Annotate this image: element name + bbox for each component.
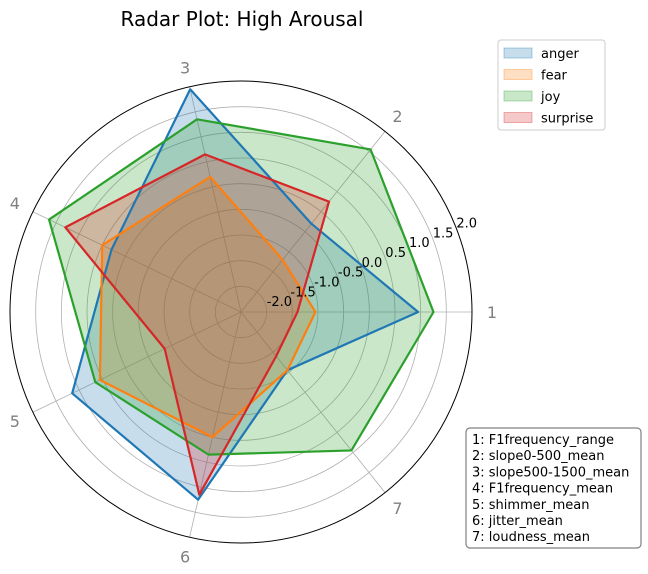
- series-line-surprise: [64, 153, 331, 496]
- r-tick-label: 0.0: [362, 256, 383, 271]
- r-tick-label: 1.5: [433, 226, 454, 241]
- legend: anger fear joy surprise: [497, 39, 606, 131]
- r-tick-label: -2.0: [267, 295, 292, 310]
- chart-title: Radar Plot: High Arousal: [121, 7, 364, 31]
- r-tick-label: 2.0: [456, 217, 477, 232]
- grid: [9, 80, 473, 544]
- r-tick-label: 0.5: [385, 246, 406, 261]
- series-line-fear: [98, 175, 317, 439]
- axis-key-item: 7: loudness_mean: [472, 530, 590, 545]
- series-line-anger: [71, 88, 420, 501]
- legend-swatch-joy: [503, 90, 533, 102]
- grid-spoke-3: [189, 86, 242, 313]
- axis-key-item: 6: jitter_mean: [472, 514, 563, 529]
- r-tick-label: -1.5: [290, 285, 315, 300]
- axis-label-1: 1: [487, 303, 497, 322]
- axis-label-3: 3: [180, 58, 190, 77]
- legend-swatch-surprise: [503, 112, 533, 123]
- legend-label-joy: joy: [540, 90, 561, 105]
- legend-swatch-fear: [503, 69, 533, 80]
- axis-label-4: 4: [10, 194, 20, 213]
- series-fill-joy: [49, 119, 434, 455]
- series-layer: [47, 88, 435, 501]
- series-fill-surprise: [65, 154, 330, 495]
- grid-spoke-5: [32, 311, 242, 413]
- legend-label-surprise: surprise: [541, 112, 593, 127]
- r-tick-label: -1.0: [314, 276, 339, 291]
- axis-key-item: 5: shimmer_mean: [472, 498, 589, 513]
- series-fill-anger: [72, 89, 419, 500]
- r-tick-label: 1.0: [409, 236, 430, 251]
- axis-key-item: 3: slope500-1500_mean: [472, 465, 629, 480]
- grid-spoke-2: [240, 131, 386, 313]
- series-line-joy: [47, 118, 435, 456]
- axis-label-6: 6: [180, 548, 190, 567]
- axis-key-item: 2: slope0-500_mean: [472, 449, 605, 464]
- legend-label-anger: anger: [541, 47, 579, 62]
- labels: -2.0-1.5-1.0-0.50.00.51.01.52.0 1 2 3 4 5 6 7: [10, 58, 497, 566]
- legend-label-fear: fear: [541, 69, 568, 84]
- axis-key-item: 1: F1frequency_range: [472, 433, 614, 448]
- grid-spoke-7: [240, 311, 386, 493]
- axis-label-2: 2: [392, 107, 402, 126]
- r-tick-label: -0.5: [338, 266, 363, 281]
- outer-frame: [9, 80, 473, 544]
- legend-swatch-anger: [503, 47, 533, 59]
- axis-key-item: 4: F1frequency_mean: [472, 482, 613, 497]
- series-fill-fear: [99, 176, 316, 438]
- axis-label-7: 7: [392, 499, 402, 518]
- axis-label-5: 5: [10, 412, 20, 431]
- axis-key-frame: [465, 427, 642, 549]
- legend-box: [497, 39, 606, 131]
